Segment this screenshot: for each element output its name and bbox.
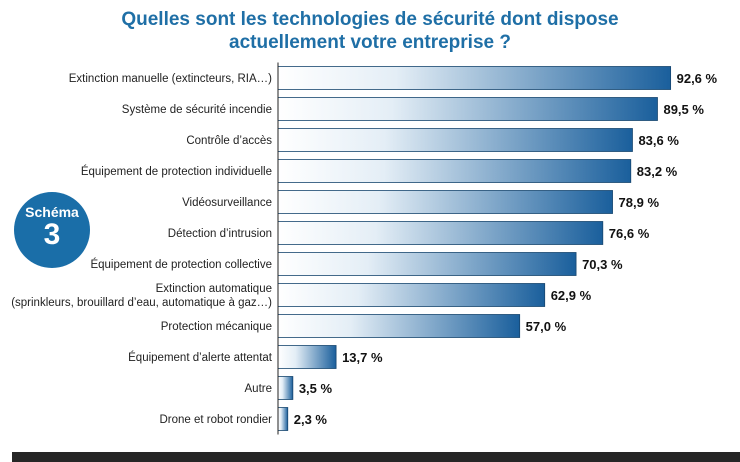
category-label-1: Extinction manuelle (extincteurs, RIA…) bbox=[69, 73, 272, 85]
schema-badge: Schéma 3 bbox=[14, 192, 90, 268]
value-label-8: 62,9 % bbox=[551, 288, 592, 303]
category-label-7: Équipement de protection collective bbox=[90, 258, 272, 271]
value-label-7: 70,3 % bbox=[582, 257, 623, 272]
bar-10 bbox=[277, 345, 337, 369]
value-label-12: 2,3 % bbox=[294, 412, 328, 427]
value-label-1: 92,6 % bbox=[677, 71, 718, 86]
schema-badge-number: 3 bbox=[43, 218, 61, 251]
value-label-2: 89,5 % bbox=[663, 102, 704, 117]
category-label-4: Équipement de protection individuelle bbox=[81, 165, 272, 178]
bar-12 bbox=[277, 407, 289, 431]
value-label-6: 76,6 % bbox=[609, 226, 650, 241]
chart-title-line2: actuellement votre entreprise ? bbox=[229, 32, 511, 53]
bar-4 bbox=[277, 159, 632, 183]
value-label-11: 3,5 % bbox=[299, 381, 333, 396]
bar-5 bbox=[277, 190, 613, 214]
category-label-9: Protection mécanique bbox=[161, 321, 272, 333]
bar-2 bbox=[277, 97, 658, 121]
bar-11 bbox=[277, 376, 294, 400]
chart-title: Quelles sont les technologies de sécurit… bbox=[0, 8, 740, 54]
bars-layer: Extinction manuelle (extincteurs, RIA…) 9… bbox=[11, 66, 718, 431]
bar-1 bbox=[277, 66, 672, 90]
value-label-4: 83,2 % bbox=[637, 164, 678, 179]
category-label-3: Contrôle d’accès bbox=[186, 135, 272, 147]
category-label-6: Détection d’intrusion bbox=[168, 228, 272, 240]
bar-6 bbox=[277, 221, 604, 245]
value-label-10: 13,7 % bbox=[342, 350, 383, 365]
schema-badge-label: Schéma bbox=[25, 204, 79, 220]
category-label-11: Autre bbox=[245, 383, 273, 395]
value-label-5: 78,9 % bbox=[619, 195, 660, 210]
footer-bar bbox=[12, 452, 740, 462]
bar-7 bbox=[277, 252, 577, 276]
category-label-8-line2: (sprinkleurs, brouillard d’eau, automati… bbox=[11, 297, 272, 309]
category-label-12: Drone et robot rondier bbox=[159, 414, 272, 426]
value-label-3: 83,6 % bbox=[638, 133, 679, 148]
chart-title-line1: Quelles sont les technologies de sécurit… bbox=[121, 9, 619, 30]
category-label-10: Équipement d’alerte attentat bbox=[128, 351, 273, 364]
bar-8 bbox=[277, 283, 546, 307]
value-label-9: 57,0 % bbox=[526, 319, 567, 334]
category-label-8-line1: Extinction automatique bbox=[156, 283, 272, 295]
bar-9 bbox=[277, 314, 521, 338]
category-label-5: Vidéosurveillance bbox=[182, 197, 272, 209]
bar-3 bbox=[277, 128, 633, 152]
category-label-2: Système de sécurité incendie bbox=[122, 104, 272, 116]
